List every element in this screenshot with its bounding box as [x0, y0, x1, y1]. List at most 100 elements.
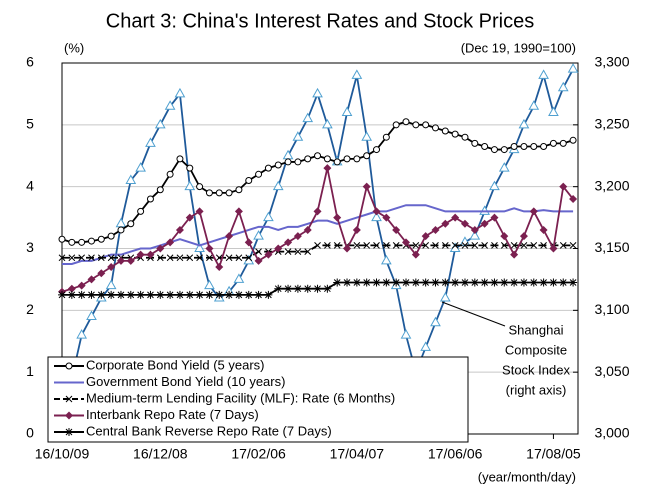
point — [343, 155, 351, 163]
point — [107, 254, 115, 262]
point — [77, 290, 86, 299]
point — [520, 142, 528, 150]
point — [569, 242, 577, 249]
point — [284, 248, 292, 255]
point — [196, 183, 204, 191]
point — [362, 182, 371, 191]
point — [380, 254, 392, 265]
point — [382, 133, 390, 141]
point — [372, 278, 381, 287]
point — [154, 118, 166, 129]
point — [510, 250, 519, 259]
point — [549, 278, 558, 287]
series — [56, 63, 579, 382]
point — [225, 232, 234, 241]
point — [540, 242, 547, 249]
point — [156, 186, 164, 194]
legend-label: Medium-term Lending Facility (MLF): Rate… — [86, 390, 395, 405]
point — [116, 256, 125, 265]
point — [491, 242, 498, 249]
point — [176, 254, 184, 262]
point — [539, 278, 548, 287]
point — [264, 290, 273, 299]
point — [274, 161, 282, 169]
point — [480, 278, 489, 287]
point — [363, 242, 371, 249]
annotation: Composite — [505, 342, 567, 357]
point — [78, 254, 86, 262]
point — [166, 290, 175, 299]
point — [519, 232, 528, 241]
point — [519, 278, 528, 287]
point — [117, 226, 125, 234]
point — [136, 290, 145, 299]
point — [500, 278, 509, 287]
point — [156, 254, 164, 262]
point — [510, 278, 519, 287]
point — [303, 225, 312, 234]
point — [540, 142, 548, 150]
point — [107, 290, 116, 299]
point — [105, 279, 117, 290]
point — [470, 278, 479, 287]
point — [67, 290, 76, 299]
point — [481, 242, 488, 249]
point — [264, 250, 273, 259]
y2-tick-label: 3,050 — [594, 363, 629, 379]
point — [234, 290, 243, 299]
point — [284, 238, 293, 247]
point — [293, 284, 302, 293]
point — [68, 254, 76, 262]
point — [156, 290, 165, 299]
x-tick-label: 17/04/07 — [330, 446, 385, 462]
point — [402, 238, 410, 247]
point — [353, 155, 361, 163]
chart-title: Chart 3: China's Interest Rates and Stoc… — [106, 10, 534, 32]
point — [274, 284, 283, 293]
point — [469, 230, 481, 240]
point — [333, 158, 341, 166]
point — [333, 278, 342, 287]
x-tick-label: 16/10/09 — [35, 446, 90, 462]
point — [233, 273, 245, 283]
point — [65, 411, 73, 420]
point — [166, 254, 174, 262]
y2-tick-label: 3,200 — [594, 177, 629, 193]
y-tick-label: 1 — [26, 363, 34, 379]
point — [421, 232, 430, 241]
point — [185, 290, 194, 299]
point — [146, 250, 155, 259]
point — [382, 278, 391, 287]
point — [206, 254, 213, 262]
series — [58, 118, 577, 246]
y-tick-label: 5 — [26, 116, 34, 132]
point — [559, 139, 567, 147]
point — [431, 225, 440, 234]
point — [215, 290, 224, 299]
point — [470, 225, 479, 234]
y2-tick-label: 3,100 — [594, 301, 629, 317]
point — [343, 278, 352, 287]
point — [65, 395, 73, 403]
point — [461, 133, 469, 141]
point — [411, 250, 420, 259]
point — [392, 121, 400, 129]
y2-tick-label: 3,000 — [594, 425, 629, 441]
point — [412, 242, 420, 249]
point — [304, 155, 312, 163]
point — [498, 162, 510, 172]
point — [460, 219, 469, 228]
point — [559, 242, 567, 249]
x-axis-label: (year/month/day) — [478, 469, 576, 484]
point — [500, 242, 508, 249]
point — [97, 290, 106, 299]
point — [539, 225, 548, 234]
point — [115, 217, 127, 228]
point — [500, 232, 509, 241]
point — [274, 244, 283, 253]
point — [302, 112, 314, 123]
point — [65, 362, 73, 370]
point — [343, 244, 352, 253]
point — [411, 278, 420, 287]
annotation: Shanghai — [509, 322, 564, 337]
